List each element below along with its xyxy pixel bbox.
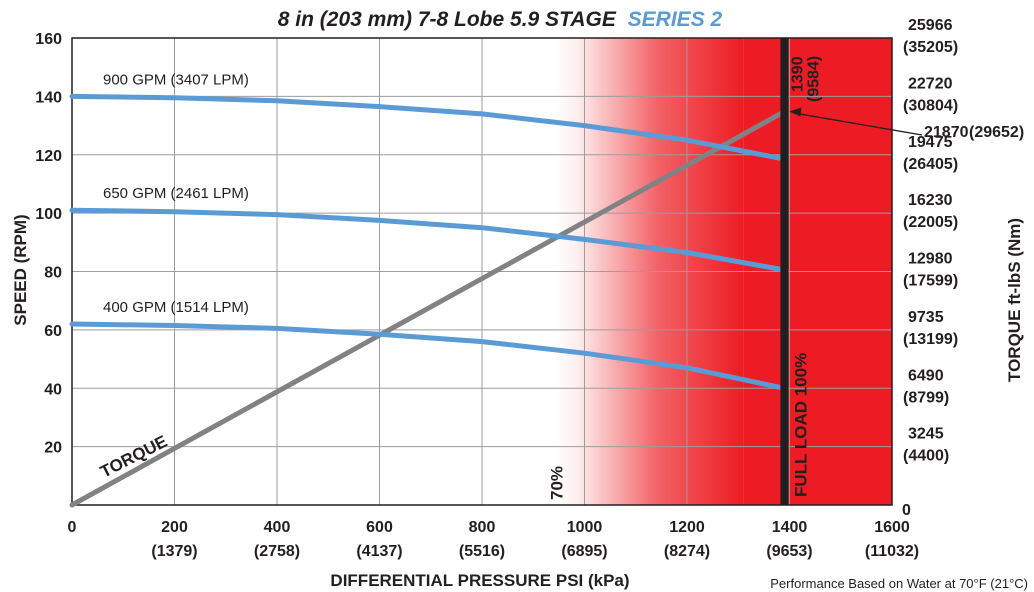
x-tick-label: 1400 [772, 519, 808, 536]
series-400-gpm-line [69, 321, 787, 391]
y-tick-label: 20 [44, 440, 62, 457]
x-tick-sublabel: (2758) [254, 543, 300, 560]
x-tick-label: 600 [366, 519, 393, 536]
y-tick-label: 100 [35, 206, 62, 223]
y2-tick-label: 6490 [908, 367, 944, 384]
y2-tick-label: 16230 [908, 192, 953, 209]
y-tick-label: 160 [35, 31, 62, 48]
x-tick-sublabel: (9653) [766, 543, 812, 560]
chart-title: 8 in (203 mm) 7-8 Lobe 5.9 STAGE SERIES … [278, 8, 723, 31]
max-torque-value: 21870 [924, 124, 969, 141]
y2-tick-sublabel: (35205) [903, 39, 958, 56]
y2-tick-label: 0 [902, 502, 911, 519]
max-torque-arrow [797, 112, 923, 136]
y-axis-label: SPEED (RPM) [11, 214, 30, 325]
y2-tick-label: 22720 [908, 75, 953, 92]
series-650-gpm-line [69, 207, 787, 273]
max-torque-value-sub: (29652) [969, 124, 1024, 141]
seventy-percent-label: 70% [548, 466, 567, 500]
x-tick-label: 1600 [874, 519, 910, 536]
y-tick-label: 40 [44, 381, 62, 398]
full-load-value: 1390 [789, 56, 806, 92]
x-tick-label: 1200 [669, 519, 705, 536]
y-tick-label: 80 [44, 265, 62, 282]
series-650-gpm-label: 650 GPM (2461 LPM) [103, 185, 249, 202]
torque-line [69, 109, 787, 508]
x-tick-label: 1000 [567, 519, 603, 536]
series-900-gpm-label: 900 GPM (3407 LPM) [103, 71, 249, 88]
y2-tick-sublabel: (13199) [903, 331, 958, 348]
x-axis-label: DIFFERENTIAL PRESSURE PSI (kPa) [330, 571, 629, 590]
x-tick-sublabel: (11032) [865, 543, 919, 560]
y2-tick-label: 12980 [908, 251, 953, 268]
series-900-gpm-line [69, 93, 787, 162]
full-load-value-sub: (9584) [805, 56, 822, 102]
y2-tick-sublabel: (17599) [903, 273, 958, 290]
x-tick-label: 200 [161, 519, 188, 536]
y2-tick-label: 3245 [908, 426, 944, 443]
x-tick-sublabel: (5516) [459, 543, 505, 560]
x-tick-label: 800 [469, 519, 496, 536]
y2-tick-sublabel: (8799) [903, 389, 949, 406]
y-tick-label: 60 [44, 323, 62, 340]
y2-tick-label: 9735 [908, 309, 944, 326]
x-tick-label: 0 [68, 519, 77, 536]
y2-tick-label: 25966 [908, 17, 953, 34]
x-tick-sublabel: (4137) [356, 543, 402, 560]
y2-axis-label: TORQUE ft-lbS (Nm) [1005, 218, 1024, 382]
chart-title-prefix: 8 in (203 mm) 7-8 Lobe 5.9 STAGE [278, 8, 617, 31]
chart-title-series: SERIES 2 [628, 8, 723, 31]
y2-tick-sublabel: (26405) [903, 156, 958, 173]
footnote: Performance Based on Water at 70°F (21°C… [770, 576, 1028, 591]
series-400-gpm-label: 400 GPM (1514 LPM) [103, 299, 249, 316]
y2-tick-sublabel: (4400) [903, 448, 949, 465]
x-tick-sublabel: (1379) [151, 543, 197, 560]
max-torque-arrowhead [789, 107, 802, 117]
x-tick-label: 400 [264, 519, 291, 536]
y2-tick-label: 19475 [908, 134, 953, 151]
full-load-bar [780, 38, 789, 505]
full-load-label: FULL LOAD 100% [791, 353, 810, 497]
y2-tick-sublabel: (30804) [903, 97, 958, 114]
plot-frame [71, 37, 893, 506]
y2-tick-sublabel: (22005) [903, 214, 958, 231]
y-tick-label: 140 [35, 89, 62, 106]
x-tick-sublabel: (6895) [561, 543, 607, 560]
y-tick-label: 120 [35, 148, 62, 165]
x-tick-sublabel: (8274) [664, 543, 710, 560]
